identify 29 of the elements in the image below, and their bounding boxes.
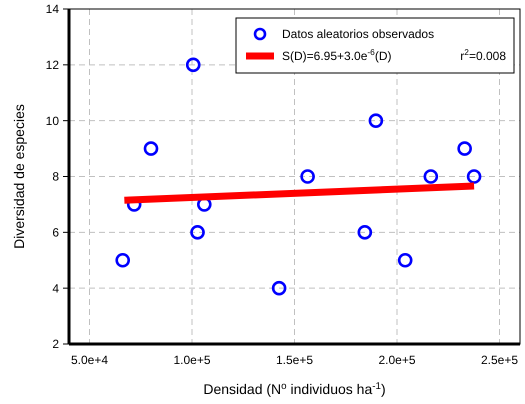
y-tick-label: 12 xyxy=(46,58,60,72)
x-tick-label: 1.0e+5 xyxy=(173,353,211,367)
y-axis-title: Diversidad de especies xyxy=(11,104,27,249)
point xyxy=(115,252,130,268)
point xyxy=(398,252,412,268)
x-tick-label: 5.0e+4 xyxy=(70,353,108,367)
y-tick-label: 10 xyxy=(46,114,60,128)
y-tick-label: 8 xyxy=(52,170,60,184)
point xyxy=(186,58,201,72)
point xyxy=(466,169,482,184)
x-axis-title: Densidad (N$^{o}$ individuos ha$^{-1}$) xyxy=(203,380,386,397)
legend-label: S(D)=6.95+3.0e$^{-6}$(D) xyxy=(282,47,392,64)
x-tick-label: 2.0e+5 xyxy=(378,353,416,367)
legend-label: Datos aleatorios observados xyxy=(282,27,434,42)
point xyxy=(424,169,438,184)
y-tick-label: 6 xyxy=(52,226,60,240)
y-tick-label: 14 xyxy=(46,2,60,16)
y-tick-label: 2 xyxy=(52,337,60,352)
point xyxy=(300,169,315,184)
point xyxy=(368,113,384,128)
point xyxy=(190,225,205,240)
point xyxy=(144,141,158,156)
x-tick-label: 2.5e+5 xyxy=(480,353,518,367)
point xyxy=(272,280,286,296)
point xyxy=(358,225,372,240)
point xyxy=(457,141,472,156)
y-tick-label: 4 xyxy=(52,281,60,296)
annotation: r$^{2}$=0.008 xyxy=(460,47,506,64)
x-tick-label: 1.5e+5 xyxy=(276,353,314,367)
